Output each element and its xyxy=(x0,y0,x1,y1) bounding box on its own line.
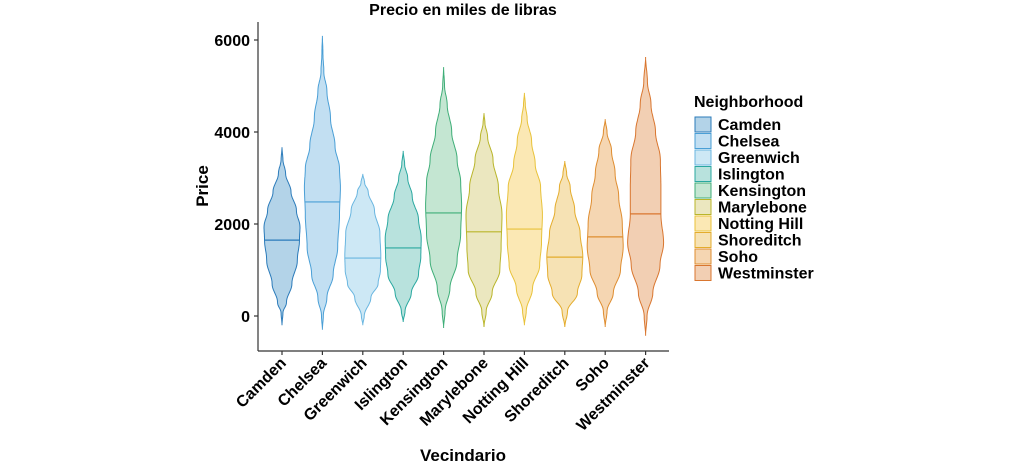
violin-body xyxy=(263,147,301,326)
legend-swatch xyxy=(694,199,712,215)
violin-body xyxy=(627,57,665,336)
y-axis-ticks: 0 2000 4000 6000 xyxy=(214,33,258,326)
legend-title: Neighborhood xyxy=(694,94,803,111)
violin-kensington xyxy=(425,67,463,328)
legend-label: Greenwich xyxy=(718,150,800,167)
legend-item: Westminster xyxy=(694,265,814,283)
legend-label: Soho xyxy=(718,249,758,266)
x-axis-title: Vecindario xyxy=(420,446,506,462)
violin-body xyxy=(344,173,382,326)
legend-swatch xyxy=(694,232,712,248)
violin-westminster xyxy=(627,57,665,336)
legend-label: Kensington xyxy=(718,183,806,200)
legend-swatch xyxy=(694,265,712,281)
plot-area xyxy=(263,35,665,336)
violin-shoreditch xyxy=(546,161,584,328)
legend-item: Islington xyxy=(694,166,785,184)
violin-body xyxy=(303,35,341,330)
legend-swatch xyxy=(694,149,712,166)
legend-item: Shoreditch xyxy=(694,232,802,250)
legend-item: Soho xyxy=(694,248,758,266)
legend-item: Chelsea xyxy=(694,133,779,151)
violin-soho xyxy=(586,119,624,327)
legend-label: Notting Hill xyxy=(718,216,803,233)
legend-swatch xyxy=(694,215,712,232)
y-tick-label: 4000 xyxy=(214,125,250,142)
legend-swatch xyxy=(694,182,712,199)
legend-item: Camden xyxy=(694,116,781,134)
y-axis-title: Price xyxy=(193,165,212,207)
legend-item: Greenwich xyxy=(694,149,800,167)
legend-swatch xyxy=(694,116,712,133)
violin-body xyxy=(465,113,503,328)
legend-label: Camden xyxy=(718,117,781,134)
legend: Neighborhood CamdenChelseaGreenwichIslin… xyxy=(694,94,814,283)
legend-item: Marylebone xyxy=(694,199,807,217)
y-tick-label: 6000 xyxy=(214,33,250,50)
violin-camden xyxy=(263,147,301,326)
legend-item: Notting Hill xyxy=(694,215,803,233)
legend-label: Marylebone xyxy=(718,200,807,217)
violin-body xyxy=(505,92,543,326)
violin-body xyxy=(425,67,463,328)
y-tick-label: 0 xyxy=(241,309,250,326)
legend-label: Islington xyxy=(718,167,785,184)
legend-swatch xyxy=(694,248,712,265)
legend-label: Chelsea xyxy=(718,134,779,151)
legend-item: Kensington xyxy=(694,182,806,200)
x-tick-label: Westminster xyxy=(574,355,654,435)
violin-islington xyxy=(384,150,422,322)
violin-body xyxy=(384,150,422,322)
x-axis-ticks: CamdenChelseaGreenwichIslingtonKensingto… xyxy=(233,351,653,435)
violin-chelsea xyxy=(303,35,341,330)
violin-notting-hill xyxy=(505,92,543,326)
legend-swatch xyxy=(694,133,712,149)
violin-marylebone xyxy=(465,113,503,328)
violin-body xyxy=(586,119,624,327)
violin-greenwich xyxy=(344,173,382,326)
legend-label: Westminster xyxy=(718,266,814,283)
violin-body xyxy=(546,161,584,328)
legend-label: Shoreditch xyxy=(718,233,802,250)
chart-title: Precio en miles de libras xyxy=(369,2,557,19)
y-tick-label: 2000 xyxy=(214,217,250,234)
legend-swatch xyxy=(694,166,712,182)
